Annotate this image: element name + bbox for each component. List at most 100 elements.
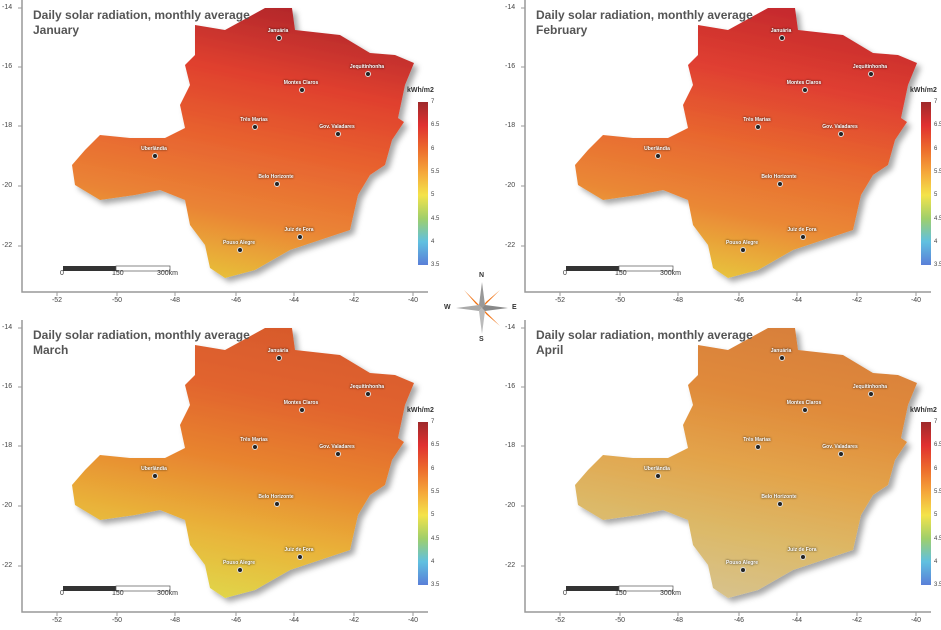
y-tick-label: -18: [2, 442, 13, 449]
colorbar-unit: kWh/m2: [407, 87, 434, 94]
colorbar-label: 3.5: [934, 262, 941, 269]
colorbar-unit: kWh/m2: [407, 407, 434, 414]
city-marker: [777, 181, 783, 187]
x-tick-label: -50: [614, 617, 626, 624]
colorbar-label: 4: [934, 558, 938, 565]
x-tick-label: -42: [348, 297, 360, 304]
city-marker: [152, 473, 158, 479]
city-marker: [755, 444, 761, 450]
x-tick-label: -50: [111, 297, 123, 304]
colorbar-unit: kWh/m2: [910, 407, 937, 414]
x-tick-label: -46: [230, 617, 242, 624]
x-tick-label: -44: [288, 617, 300, 624]
colorbar-label: 6: [431, 145, 435, 152]
city-marker: [335, 131, 341, 137]
colorbar-label: 6.5: [431, 442, 440, 449]
colorbar-label: 5: [934, 512, 938, 519]
map-panel-february: Daily solar radiation, monthly average Fe…: [503, 0, 941, 310]
city-label: Belo Horizonte: [258, 494, 294, 500]
city-marker: [868, 71, 874, 77]
x-tick-label: -42: [851, 617, 863, 624]
city-marker: [740, 247, 746, 253]
city-marker: [365, 71, 371, 77]
colorbar-label: 7: [431, 99, 435, 105]
colorbar-unit: kWh/m2: [910, 87, 937, 94]
city-marker: [838, 131, 844, 137]
city-label: Gov. Valadares: [822, 444, 858, 450]
city-marker: [655, 153, 661, 159]
panel-title: Daily solar radiation, monthly average: [536, 8, 753, 22]
city-marker: [274, 501, 280, 507]
colorbar-label: 3.5: [431, 262, 440, 269]
map-panel-march: Daily solar radiation, monthly average Ma…: [0, 320, 470, 630]
y-tick-label: -14: [2, 324, 13, 331]
colorbar-label: 3.5: [934, 582, 941, 589]
colorbar-label: 5: [934, 192, 938, 199]
city-label: Jequitinhonha: [349, 384, 385, 390]
compass-east: E: [512, 304, 517, 311]
scalebar-label: 150: [112, 270, 124, 277]
scalebar-label: 0: [563, 270, 567, 277]
city-marker: [800, 234, 806, 240]
city-label: Montes Claros: [786, 80, 822, 86]
city-label: Januária: [267, 348, 289, 354]
state-map-region: [72, 328, 414, 598]
city-marker: [297, 554, 303, 560]
panel-title: Daily solar radiation, monthly average: [33, 328, 250, 342]
axes: [524, 0, 931, 293]
scalebar-label: 150: [615, 270, 627, 277]
colorbar-label: 3.5: [431, 582, 440, 589]
city-label: Juiz de Fora: [787, 547, 817, 553]
city-marker: [335, 451, 341, 457]
scalebar-light: [115, 265, 171, 272]
city-marker: [252, 124, 258, 130]
city-marker: [299, 87, 305, 93]
colorbar-label: 6.5: [934, 442, 941, 449]
city-label: Três Marias: [743, 117, 771, 123]
map-panel-january: Daily solar radiation, monthly average Ja…: [0, 0, 470, 310]
state-map-region: [575, 328, 917, 598]
y-tick-label: -22: [2, 562, 13, 569]
map-panel-april: Daily solar radiation, monthly average Ap…: [503, 320, 941, 630]
city-marker: [779, 355, 785, 361]
city-label: Uberlândia: [644, 146, 670, 152]
x-tick-label: -48: [169, 297, 181, 304]
x-tick-label: -46: [733, 617, 745, 624]
scalebar-light: [618, 585, 674, 592]
x-tick-label: -52: [554, 297, 566, 304]
state-map-region: [72, 8, 414, 278]
x-tick-label: -48: [169, 617, 181, 624]
axes: [524, 320, 931, 613]
scalebar-light: [618, 265, 674, 272]
x-tick-label: -44: [791, 297, 803, 304]
colorbar-label: 6: [934, 465, 938, 472]
panel-month: February: [536, 23, 588, 37]
city-marker: [802, 407, 808, 413]
city-label: Jequitinhonha: [852, 64, 888, 70]
city-label: Gov. Valadares: [822, 124, 858, 130]
city-marker: [802, 87, 808, 93]
x-tick-label: -46: [230, 297, 242, 304]
scalebar-label: 150: [615, 590, 627, 597]
colorbar-label: 5: [431, 512, 435, 519]
x-tick-label: -48: [672, 617, 684, 624]
scalebar-dark: [566, 266, 619, 271]
axes: [21, 0, 428, 293]
city-label: Jequitinhonha: [349, 64, 385, 70]
city-marker: [800, 554, 806, 560]
city-marker: [838, 451, 844, 457]
city-marker: [365, 391, 371, 397]
colorbar: [418, 102, 428, 265]
panel-month: April: [536, 343, 564, 357]
y-tick-label: -18: [505, 122, 516, 129]
scalebar-label: 0: [60, 590, 64, 597]
panel-month: January: [33, 23, 80, 37]
colorbar-label: 5: [431, 192, 435, 199]
city-marker: [274, 181, 280, 187]
x-tick-label: -52: [51, 617, 63, 624]
city-label: Juiz de Fora: [284, 547, 314, 553]
scalebar-light: [115, 585, 171, 592]
x-tick-label: -42: [348, 617, 360, 624]
y-tick-label: -18: [2, 122, 13, 129]
x-tick-label: -48: [672, 297, 684, 304]
